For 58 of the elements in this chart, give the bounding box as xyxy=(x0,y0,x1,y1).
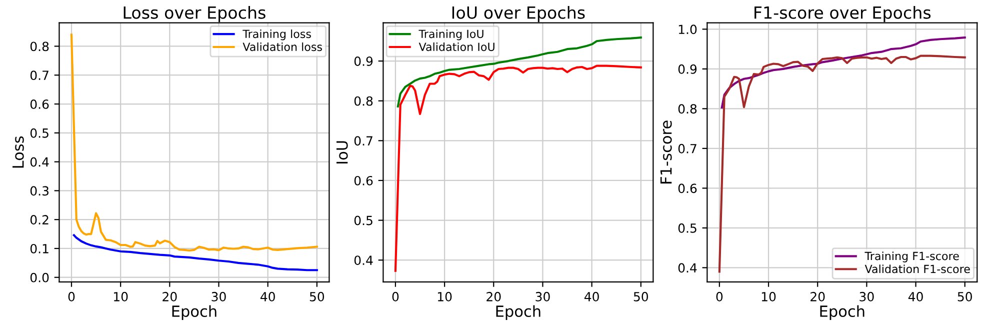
line-series xyxy=(394,64,642,272)
line-series xyxy=(72,234,318,272)
y-axis-title: F1-score xyxy=(660,120,672,184)
x-tick-label: 40 xyxy=(260,292,275,302)
y-tick-label: 0.8 xyxy=(30,42,49,52)
y-axis-title: IoU xyxy=(336,141,348,164)
legend-label: Validation F1-score xyxy=(864,264,970,274)
x-tick-label: 30 xyxy=(212,292,226,302)
y-tick-label: 0.9 xyxy=(678,64,697,74)
chart-title: F1-score over Epochs xyxy=(754,6,931,22)
line-series xyxy=(720,36,966,109)
x-tick-label: 20 xyxy=(810,292,825,302)
y-tick-label: 0.8 xyxy=(354,96,373,106)
x-tick-label: 50 xyxy=(634,292,648,302)
x-axis-title: Epoch xyxy=(496,305,540,320)
y-axis-title: Loss xyxy=(12,136,24,168)
legend-label: Validation IoU xyxy=(418,42,494,52)
chart-title: Loss over Epochs xyxy=(124,6,266,22)
y-tick-label: 0.6 xyxy=(30,99,49,109)
legend-label: Training loss xyxy=(242,29,311,40)
y-tick-label: 0.7 xyxy=(678,144,696,154)
x-tick-label: 50 xyxy=(958,292,972,302)
x-axis-title: Epoch xyxy=(172,305,216,320)
legend-label: Training F1-score xyxy=(864,252,959,262)
y-tick-label: 0.5 xyxy=(354,216,372,226)
y-tick-label: 0.6 xyxy=(354,176,373,186)
y-tick-label: 0.8 xyxy=(678,104,697,114)
x-tick-label: 0 xyxy=(68,292,75,302)
y-tick-label: 0.0 xyxy=(30,272,49,282)
y-tick-label: 0.4 xyxy=(30,157,49,167)
x-tick-label: 10 xyxy=(438,292,452,302)
y-tick-label: 0.5 xyxy=(678,223,696,233)
y-tick-label: 0.9 xyxy=(354,56,373,66)
y-tick-label: 0.4 xyxy=(354,256,373,266)
x-tick-label: 10 xyxy=(114,292,128,302)
x-tick-label: 40 xyxy=(908,292,923,302)
y-tick-label: 0.5 xyxy=(30,128,48,138)
y-tick-label: 0.7 xyxy=(354,136,372,146)
y-tick-label: 1.0 xyxy=(678,24,697,34)
legend-label: Validation loss xyxy=(242,42,322,52)
x-tick-label: 0 xyxy=(392,292,399,302)
x-tick-label: 30 xyxy=(860,292,874,302)
y-tick-label: 0.4 xyxy=(678,263,697,273)
x-axis-title: Epoch xyxy=(820,305,864,320)
legend-label: Training IoU xyxy=(418,29,484,40)
y-tick-label: 0.2 xyxy=(30,215,48,225)
x-tick-label: 30 xyxy=(536,292,550,302)
y-tick-label: 0.1 xyxy=(30,244,48,254)
y-tick-label: 0.6 xyxy=(678,184,697,194)
x-tick-label: 10 xyxy=(762,292,776,302)
y-tick-label: 0.7 xyxy=(30,70,48,80)
x-tick-label: 20 xyxy=(162,292,177,302)
y-tick-label: 0.3 xyxy=(30,186,48,196)
x-tick-label: 20 xyxy=(486,292,501,302)
x-tick-label: 50 xyxy=(310,292,324,302)
chart-title: IoU over Epochs xyxy=(452,6,585,22)
x-tick-label: 40 xyxy=(584,292,599,302)
x-tick-label: 0 xyxy=(716,292,723,302)
